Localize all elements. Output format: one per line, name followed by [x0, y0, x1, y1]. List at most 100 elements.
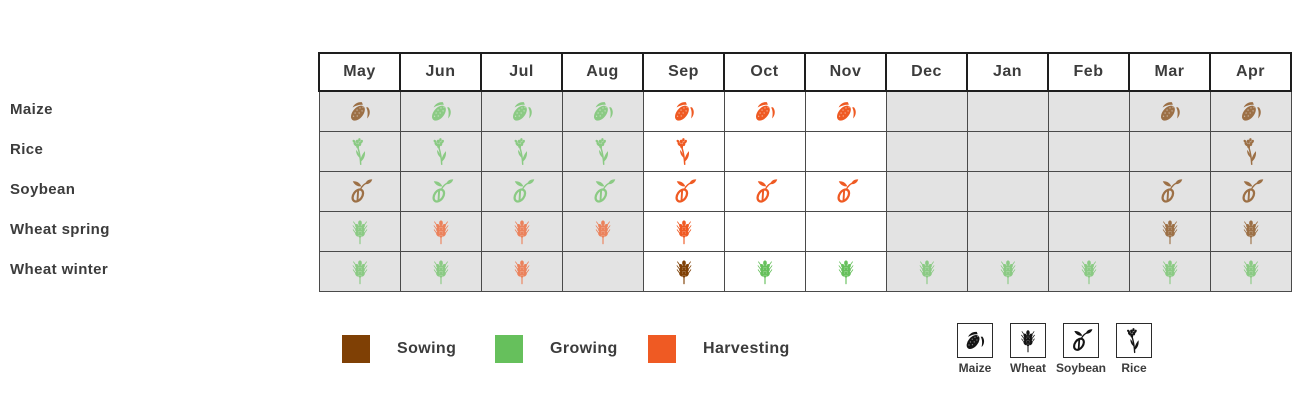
maize-icon — [832, 98, 860, 126]
cell-maize-nov — [804, 90, 887, 132]
cell-wheat-winter-may — [318, 251, 401, 292]
month-header-mar: Mar — [1128, 52, 1211, 92]
cell-rice-dec — [885, 131, 968, 172]
cell-rice-mar — [1128, 131, 1211, 172]
cell-maize-jun — [399, 90, 482, 132]
cell-wheat-spring-jun — [399, 211, 482, 252]
cell-soybean-may — [318, 171, 401, 212]
cell-rice-jun — [399, 131, 482, 172]
wheat-icon — [1075, 258, 1103, 286]
cell-wheat-winter-mar — [1128, 251, 1211, 292]
cell-soybean-nov — [804, 171, 887, 212]
maize-icon — [427, 98, 455, 126]
month-header-dec: Dec — [885, 52, 968, 92]
maize-icon — [670, 98, 698, 126]
cell-wheat-winter-aug — [561, 251, 644, 292]
cell-maize-feb — [1047, 90, 1130, 132]
maize-icon — [1156, 98, 1184, 126]
rice-legend-label: Rice — [1121, 361, 1147, 375]
cell-soybean-aug — [561, 171, 644, 212]
row-label-soybean: Soybean — [10, 181, 76, 198]
soybean-icon — [1156, 178, 1184, 206]
soybean-icon — [508, 178, 536, 206]
harvesting-legend-label: Harvesting — [703, 340, 790, 357]
rice-icon — [508, 138, 536, 166]
wheat-icon — [913, 258, 941, 286]
cell-wheat-winter-jun — [399, 251, 482, 292]
maize-icon — [962, 328, 988, 354]
cell-soybean-jan — [966, 171, 1049, 212]
row-label-maize: Maize — [10, 101, 53, 118]
growing-color-swatch — [495, 335, 523, 363]
month-header-oct: Oct — [723, 52, 806, 92]
month-header-aug: Aug — [561, 52, 644, 92]
cell-wheat-spring-jan — [966, 211, 1049, 252]
wheat-icon — [1015, 328, 1041, 354]
cell-rice-jan — [966, 131, 1049, 172]
cell-wheat-spring-nov — [804, 211, 887, 252]
crop-icon-legend: Maize Wheat Soybean Rice — [957, 323, 1152, 375]
maize-icon — [1237, 98, 1265, 126]
wheat-legend-label: Wheat — [1010, 361, 1046, 375]
cell-maize-aug — [561, 90, 644, 132]
wheat-icon — [1237, 218, 1265, 246]
row-label-wheat-spring: Wheat spring — [10, 221, 110, 238]
cell-wheat-winter-oct — [723, 251, 806, 292]
wheat-icon — [508, 218, 536, 246]
maize-icon — [589, 98, 617, 126]
legend-item-sowing: Sowing — [342, 335, 495, 363]
wheat-icon — [670, 218, 698, 246]
month-header-jul: Jul — [480, 52, 563, 92]
cell-maize-sep — [642, 90, 725, 132]
sowing-color-swatch — [342, 335, 370, 363]
wheat-icon — [427, 218, 455, 246]
crop-row-wheat-winter — [318, 251, 1292, 292]
rice-icon — [346, 138, 374, 166]
cell-rice-apr — [1209, 131, 1292, 172]
cell-wheat-spring-oct — [723, 211, 806, 252]
soybean-icon — [1237, 178, 1265, 206]
cell-rice-oct — [723, 131, 806, 172]
soybean-icon — [427, 178, 455, 206]
cell-wheat-spring-jul — [480, 211, 563, 252]
cell-soybean-sep — [642, 171, 725, 212]
wheat-icon — [589, 218, 617, 246]
month-header-jun: Jun — [399, 52, 482, 92]
cell-soybean-oct — [723, 171, 806, 212]
sowing-legend-label: Sowing — [397, 340, 457, 357]
cell-rice-feb — [1047, 131, 1130, 172]
cell-rice-sep — [642, 131, 725, 172]
soybean-icon — [670, 178, 698, 206]
rice-legend-box — [1116, 323, 1152, 358]
rice-icon — [589, 138, 617, 166]
cell-soybean-mar — [1128, 171, 1211, 212]
cell-wheat-winter-sep — [642, 251, 725, 292]
cell-wheat-spring-may — [318, 211, 401, 252]
crop-legend-item-maize: Maize — [957, 323, 993, 375]
wheat-icon — [346, 218, 374, 246]
legend-item-harvesting: Harvesting — [648, 335, 801, 363]
cell-maize-oct — [723, 90, 806, 132]
wheat-icon — [1156, 218, 1184, 246]
month-header-jan: Jan — [966, 52, 1049, 92]
wheat-icon — [427, 258, 455, 286]
soybean-icon — [589, 178, 617, 206]
cell-maize-mar — [1128, 90, 1211, 132]
crop-legend-item-rice: Rice — [1116, 323, 1152, 375]
cell-soybean-apr — [1209, 171, 1292, 212]
soybean-icon — [751, 178, 779, 206]
cell-rice-jul — [480, 131, 563, 172]
cell-rice-may — [318, 131, 401, 172]
wheat-icon — [1156, 258, 1184, 286]
month-header-sep: Sep — [642, 52, 725, 92]
soybean-icon — [346, 178, 374, 206]
wheat-icon — [994, 258, 1022, 286]
rice-icon — [670, 138, 698, 166]
cell-soybean-dec — [885, 171, 968, 212]
wheat-icon — [670, 258, 698, 286]
harvesting-color-swatch — [648, 335, 676, 363]
maize-icon — [346, 98, 374, 126]
cell-wheat-spring-sep — [642, 211, 725, 252]
cell-rice-aug — [561, 131, 644, 172]
